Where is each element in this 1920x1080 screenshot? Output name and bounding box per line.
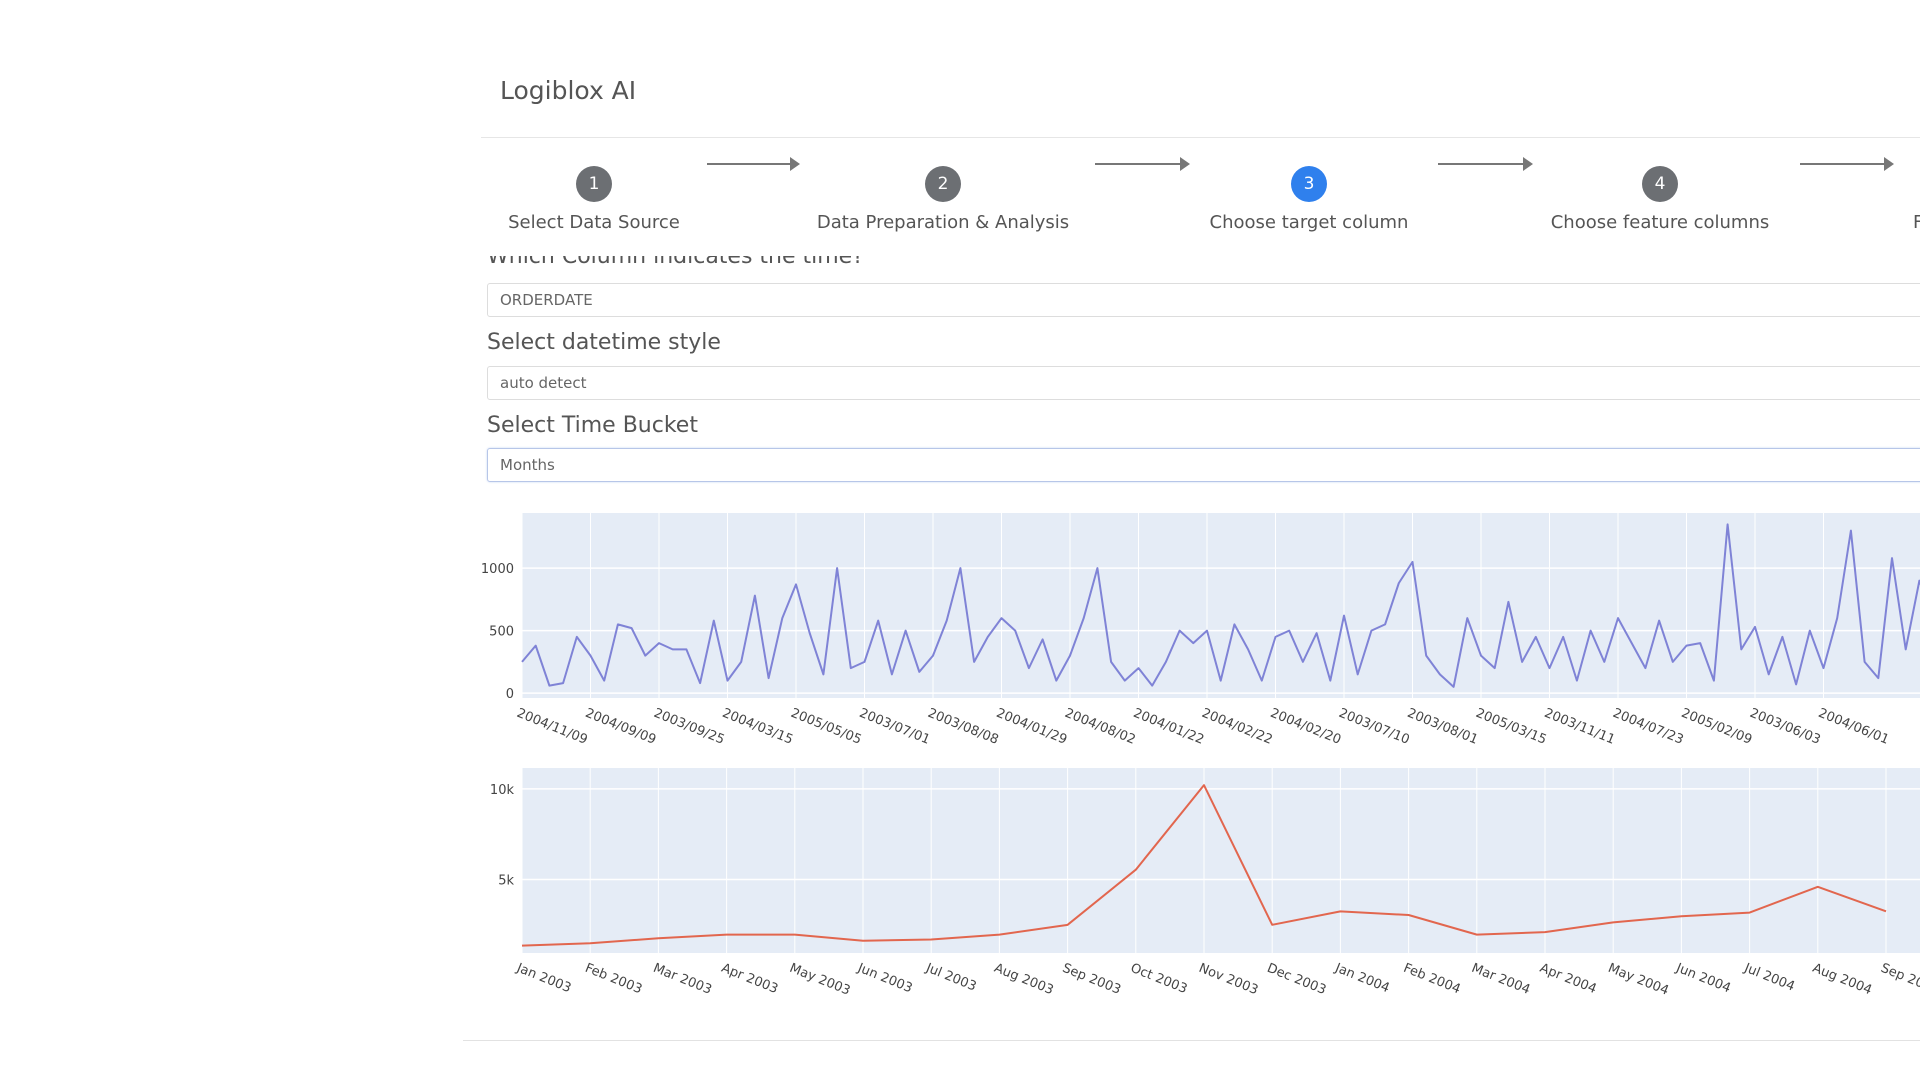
select-input[interactable]: Months (487, 448, 1920, 482)
x-tick-label: May 2003 (787, 961, 852, 999)
x-tick-label: 2005/05/05 (789, 706, 864, 748)
x-tick-label: Dec 2003 (1265, 961, 1328, 998)
x-tick-label: 2004/07/23 (1611, 706, 1686, 748)
x-tick-label: 2003/08/01 (1405, 706, 1480, 748)
arrow (1095, 157, 1190, 171)
x-tick-label: 2004/01/29 (994, 706, 1069, 748)
x-tick-label: 2003/08/08 (926, 706, 1001, 748)
x-tick-label: Aug 2003 (992, 961, 1056, 998)
x-tick-label: Jul 2003 (923, 960, 979, 994)
x-tick-label: Apr 2003 (719, 961, 780, 997)
y-tick-label: 1000 (481, 562, 514, 577)
step-label: Choose feature columns (1550, 212, 1770, 233)
plot-area (522, 768, 1920, 953)
x-tick-label: 2003/07/10 (1337, 706, 1412, 748)
x-tick-label: Jul 2004 (1741, 960, 1797, 994)
x-tick-label: 2003/06/03 (1748, 706, 1823, 748)
divider (481, 137, 1920, 138)
step-label: F (1913, 212, 1920, 233)
x-tick-label: Mar 2004 (1469, 961, 1532, 998)
x-tick-label: Jun 2003 (855, 960, 915, 996)
x-tick-label: Feb 2004 (1401, 961, 1462, 997)
data-line (521, 523, 1920, 688)
x-tick-label: 2004/06/01 (1816, 706, 1891, 748)
x-tick-label: Jan 2003 (514, 960, 574, 996)
field-label: Select datetime style (487, 330, 721, 355)
y-tick-label: 500 (489, 625, 514, 640)
step-number: 3 (1291, 166, 1327, 202)
x-tick-label: 2004/02/20 (1268, 706, 1343, 748)
step-number: 1 (576, 166, 612, 202)
step-label: Data Preparation & Analysis (816, 212, 1070, 233)
x-tick-label: Nov 2003 (1197, 961, 1261, 998)
y-tick-label: 10k (490, 783, 515, 798)
x-tick-label: May 2004 (1606, 961, 1671, 999)
y-tick-label: 0 (506, 687, 514, 702)
x-tick-label: 2004/11/09 (515, 706, 590, 748)
x-tick-label: Sep 2003 (1060, 961, 1123, 998)
data-line (521, 784, 1887, 947)
x-tick-label: Jun 2004 (1673, 960, 1733, 996)
select-input[interactable]: auto detect (487, 366, 1920, 400)
stepper: 1 Select Data Source 2 Data Preparation & A… (481, 138, 1920, 256)
x-tick-label: Sep 2004 (1879, 961, 1920, 998)
x-tick-label: Jan 2004 (1332, 960, 1392, 996)
x-tick-label: 2004/01/22 (1131, 706, 1206, 748)
x-tick-label: Aug 2004 (1810, 961, 1874, 998)
x-tick-label: 2005/03/15 (1474, 706, 1549, 748)
y-tick-label: 5k (498, 873, 514, 888)
x-tick-label: 2003/09/25 (652, 706, 727, 748)
x-tick-label: 2003/07/01 (857, 706, 932, 748)
x-tick-label: 2005/02/09 (1679, 706, 1754, 748)
arrow (707, 157, 800, 171)
x-tick-label: 2004/09/09 (583, 706, 658, 748)
divider (463, 1040, 1920, 1041)
x-tick-label: 2004/02/22 (1200, 706, 1275, 748)
step-number: 4 (1642, 166, 1678, 202)
select-input[interactable]: ORDERDATE (487, 283, 1920, 317)
field-label: Select Time Bucket (487, 413, 698, 438)
step-number: 2 (925, 166, 961, 202)
arrow (1800, 157, 1894, 171)
x-tick-label: 2004/08/02 (1063, 706, 1138, 748)
x-tick-label: 2004/03/15 (720, 706, 795, 748)
app-title: Logiblox AI (500, 76, 637, 105)
x-tick-label: Mar 2003 (651, 961, 714, 998)
step-label: Choose target column (1209, 212, 1409, 233)
arrow (1438, 157, 1533, 171)
x-tick-label: Oct 2003 (1128, 961, 1189, 997)
x-tick-label: 2003/11/11 (1542, 706, 1617, 748)
x-tick-label: Apr 2004 (1538, 961, 1599, 997)
step-label: Select Data Source (508, 212, 680, 233)
x-tick-label: Feb 2003 (583, 961, 644, 997)
